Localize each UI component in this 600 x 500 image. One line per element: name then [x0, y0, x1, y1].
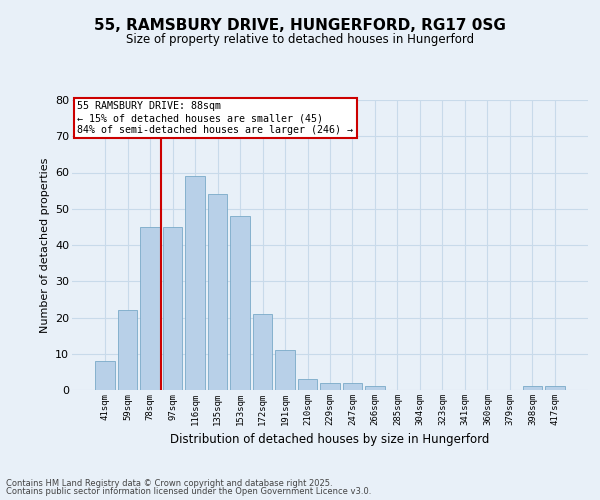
Bar [163, 227, 182, 390]
Bar [298, 379, 317, 390]
Bar [343, 383, 362, 390]
Bar [523, 386, 542, 390]
X-axis label: Distribution of detached houses by size in Hungerford: Distribution of detached houses by size … [170, 434, 490, 446]
Text: Contains HM Land Registry data © Crown copyright and database right 2025.: Contains HM Land Registry data © Crown c… [6, 478, 332, 488]
Bar [365, 386, 385, 390]
Bar [118, 310, 137, 390]
Bar [230, 216, 250, 390]
Y-axis label: Number of detached properties: Number of detached properties [40, 158, 50, 332]
Bar [320, 383, 340, 390]
Bar [95, 361, 115, 390]
Text: 55, RAMSBURY DRIVE, HUNGERFORD, RG17 0SG: 55, RAMSBURY DRIVE, HUNGERFORD, RG17 0SG [94, 18, 506, 32]
Text: Contains public sector information licensed under the Open Government Licence v3: Contains public sector information licen… [6, 487, 371, 496]
Bar [185, 176, 205, 390]
Text: 55 RAMSBURY DRIVE: 88sqm
← 15% of detached houses are smaller (45)
84% of semi-d: 55 RAMSBURY DRIVE: 88sqm ← 15% of detach… [77, 102, 353, 134]
Bar [545, 386, 565, 390]
Bar [253, 314, 272, 390]
Text: Size of property relative to detached houses in Hungerford: Size of property relative to detached ho… [126, 32, 474, 46]
Bar [140, 227, 160, 390]
Bar [275, 350, 295, 390]
Bar [208, 194, 227, 390]
